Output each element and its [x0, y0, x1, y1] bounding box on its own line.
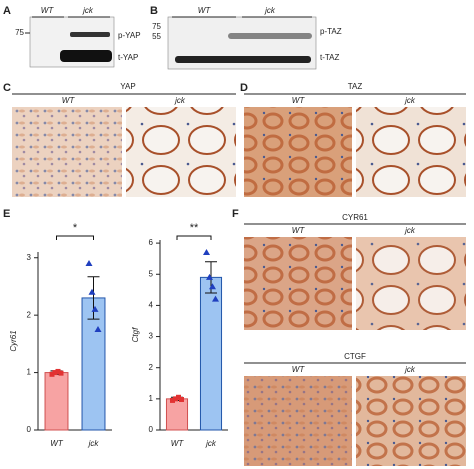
- column-label: jck: [82, 6, 94, 15]
- bar: [165, 398, 189, 431]
- section-title: CTGF: [344, 352, 366, 361]
- histology-texture: [244, 237, 352, 330]
- data-point: [55, 368, 61, 374]
- mw-marker: 75: [152, 22, 161, 31]
- y-tick-label: 3: [27, 253, 32, 262]
- data-point: [49, 371, 55, 377]
- data-point: [212, 295, 219, 302]
- data-point: [209, 283, 216, 290]
- y-tick-label: 4: [149, 301, 154, 310]
- data-point: [85, 259, 93, 266]
- data-point: [206, 273, 213, 280]
- panel-title: YAP: [120, 82, 135, 91]
- y-tick-label: 6: [149, 238, 154, 247]
- histology-texture: [244, 376, 352, 466]
- significance: *: [73, 222, 78, 234]
- y-tick-label: 2: [149, 363, 154, 372]
- band-label: p-YAP: [118, 31, 141, 40]
- column-label: jck: [264, 6, 276, 15]
- column-label: jck: [174, 96, 186, 105]
- panel-label: F: [232, 208, 239, 220]
- significance-bracket: [56, 235, 94, 240]
- column-label: WT: [62, 96, 76, 105]
- panel-label: B: [150, 5, 158, 17]
- histology-texture: [356, 376, 466, 466]
- column-label: WT: [198, 6, 212, 15]
- y-tick-label: 0: [27, 425, 32, 434]
- band: [60, 50, 112, 62]
- column-label: jck: [404, 226, 416, 235]
- data-point: [203, 248, 210, 255]
- band-label: p-TAZ: [320, 27, 342, 36]
- section-title: CYR61: [342, 213, 368, 222]
- y-tick-label: 2: [27, 310, 32, 319]
- panel-label: C: [3, 82, 11, 94]
- column-label: WT: [41, 6, 55, 15]
- histology-texture: [356, 237, 466, 330]
- bar: [44, 372, 69, 431]
- band: [175, 56, 311, 63]
- y-tick-label: 1: [27, 368, 32, 377]
- significance-bracket: [176, 235, 212, 240]
- histology-texture: [356, 107, 466, 197]
- panel-title: TAZ: [348, 82, 363, 91]
- band-label: t-TAZ: [320, 53, 340, 62]
- mw-marker: 75: [15, 28, 24, 37]
- column-label: WT: [292, 365, 306, 374]
- bar: [199, 276, 223, 431]
- histology-texture: [126, 107, 236, 197]
- data-point: [91, 305, 99, 312]
- band-label: t-YAP: [118, 53, 138, 62]
- band: [228, 33, 312, 39]
- x-tick-label: WT: [50, 439, 64, 448]
- column-label: WT: [292, 226, 306, 235]
- y-tick-label: 3: [149, 332, 154, 341]
- data-point: [170, 397, 175, 403]
- y-axis-label: Ctgf: [131, 327, 140, 342]
- significance: **: [190, 222, 199, 234]
- column-label: jck: [404, 96, 416, 105]
- band: [70, 32, 110, 37]
- data-point: [176, 394, 181, 400]
- panel-label: E: [3, 208, 10, 220]
- column-label: WT: [292, 96, 306, 105]
- x-tick-label: jck: [205, 439, 217, 448]
- data-point: [88, 288, 96, 295]
- y-tick-label: 1: [149, 394, 154, 403]
- y-tick-label: 0: [149, 425, 154, 434]
- histology-texture: [244, 107, 352, 197]
- histology-texture: [12, 107, 122, 197]
- data-point: [58, 370, 64, 376]
- y-axis-label: Cyr61: [9, 330, 18, 351]
- error-bar: [87, 276, 100, 320]
- data-point: [173, 396, 178, 402]
- y-tick-label: 5: [149, 269, 154, 278]
- x-tick-label: jck: [88, 439, 100, 448]
- panel-label: A: [3, 5, 11, 17]
- x-tick-label: WT: [171, 439, 185, 448]
- mw-marker: 55: [152, 32, 161, 41]
- panel-label: D: [240, 82, 248, 94]
- column-label: jck: [404, 365, 416, 374]
- data-point: [94, 326, 102, 333]
- data-point: [179, 396, 184, 402]
- data-point: [52, 370, 58, 376]
